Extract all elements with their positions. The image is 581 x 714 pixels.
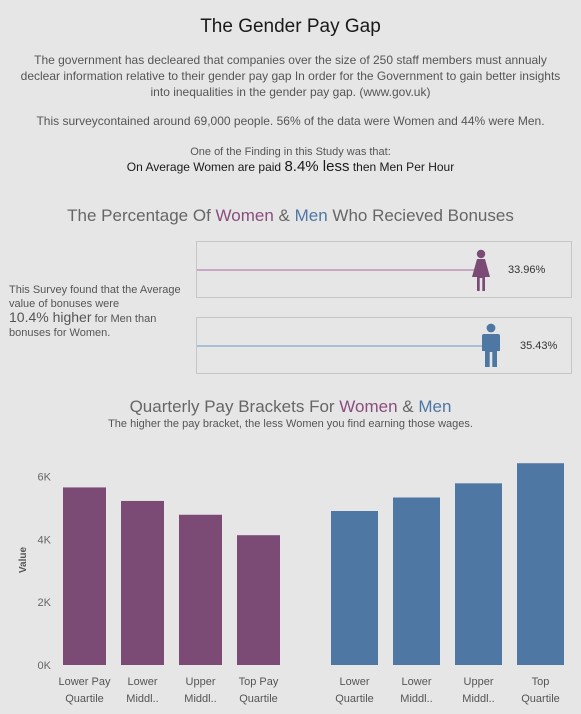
- x-category-label: Top Pay: [239, 676, 279, 688]
- bracket-title-amp: &: [397, 397, 419, 416]
- y-axis-label: Value: [18, 547, 29, 574]
- x-category-label: Upper: [186, 676, 216, 688]
- x-category-label: Quartile: [65, 693, 104, 705]
- men-bar[interactable]: [455, 483, 502, 665]
- bracket-title-pre: Quarterly Pay Brackets For: [129, 397, 340, 416]
- woman-icon: [472, 249, 490, 291]
- x-category-label: Quartile: [239, 693, 278, 705]
- men-bar[interactable]: [331, 511, 378, 665]
- page-title: The Gender Pay Gap: [200, 16, 381, 37]
- intro-paragraph: The government has decleared that compan…: [20, 53, 561, 99]
- x-category-label: Upper: [464, 676, 494, 688]
- x-category-label: Lower: [128, 676, 158, 688]
- bonus-title-pre: The Percentage Of: [67, 206, 216, 225]
- x-category-label: Middl..: [126, 693, 158, 705]
- bonus-note: This Survey found that the Average value…: [9, 284, 184, 340]
- bonus-note-pre: This Survey found that the Average value…: [9, 284, 181, 310]
- y-tick-label: 6K: [38, 471, 52, 483]
- finding-post: then Men Per Hour: [349, 160, 455, 174]
- women-bar[interactable]: [179, 514, 222, 665]
- x-category-label: Middl..: [462, 693, 494, 705]
- bonus-title-amp: &: [273, 206, 295, 225]
- finding-pre: On Average Women are paid: [126, 160, 285, 174]
- y-tick-label: 2K: [38, 597, 52, 609]
- women-bonus-percentage: 33.96%: [508, 264, 546, 276]
- y-tick-label: 0K: [38, 660, 52, 672]
- finding-statement: On Average Women are paid 8.4% less then…: [0, 158, 581, 175]
- bonus-note-highlight: 10.4% higher: [9, 309, 92, 325]
- x-category-label: Quartile: [521, 693, 560, 705]
- men-bonus-percentage: 35.43%: [520, 340, 558, 352]
- women-bar[interactable]: [121, 500, 164, 665]
- bonus-note-post: for Men than bonuses for Women.: [9, 313, 157, 339]
- bracket-title-women: Women: [339, 397, 398, 416]
- bracket-section-title: Quarterly Pay Brackets For Women & Men: [0, 397, 581, 417]
- x-category-label: Quartile: [335, 693, 374, 705]
- women-bonus-panel: 33.96%: [196, 241, 572, 298]
- women-bonus-track: [197, 269, 481, 271]
- women-bar[interactable]: [63, 487, 106, 665]
- bonus-title-men: Men: [294, 206, 328, 225]
- bracket-subtitle: The higher the pay bracket, the less Wom…: [108, 418, 473, 430]
- finding-label: One of the Finding in this Study was tha…: [190, 146, 391, 158]
- x-category-label: Top: [532, 676, 550, 688]
- x-category-label: Middl..: [400, 693, 432, 705]
- men-bar[interactable]: [393, 497, 440, 665]
- men-bonus-panel: 35.43%: [196, 317, 572, 374]
- x-category-label: Lower Pay: [59, 676, 111, 688]
- finding-highlight: 8.4% less: [284, 158, 350, 175]
- x-category-label: Lower: [402, 676, 432, 688]
- men-bar[interactable]: [517, 463, 564, 665]
- survey-summary: This surveycontained around 69,000 peopl…: [36, 114, 545, 128]
- women-bar[interactable]: [237, 535, 280, 665]
- man-icon: [482, 323, 500, 367]
- men-bonus-track: [197, 345, 491, 347]
- bracket-title-men: Men: [418, 397, 452, 416]
- pay-bracket-bar-chart: Value 0K 2K 4K 6K Lower Pay Quartile Lower Mid…: [18, 463, 564, 705]
- y-tick-label: 4K: [38, 534, 52, 546]
- bonus-title-post: Who Recieved Bonuses: [327, 206, 514, 225]
- x-category-label: Middl..: [184, 693, 216, 705]
- bonus-section-title: The Percentage Of Women & Men Who Reciev…: [0, 206, 581, 226]
- x-category-label: Lower: [340, 676, 370, 688]
- bonus-title-women: Women: [215, 206, 274, 225]
